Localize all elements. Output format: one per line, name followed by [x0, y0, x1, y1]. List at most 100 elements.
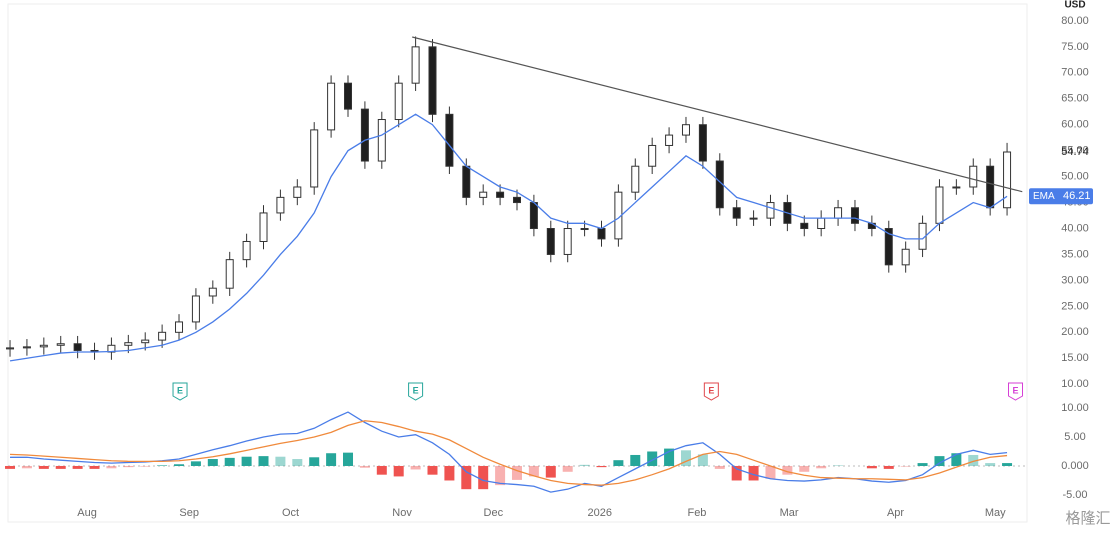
earnings-badge — [172, 382, 188, 401]
candle-body — [242, 240, 251, 261]
histogram-bar — [528, 465, 539, 477]
histogram-bar — [427, 465, 438, 475]
histogram-bar — [55, 465, 66, 469]
candle-body — [529, 202, 538, 230]
y-tick-label: 25.00 — [1061, 300, 1089, 312]
candle-body — [259, 212, 268, 242]
candle-body — [749, 217, 758, 220]
candle-body — [428, 46, 437, 115]
y-tick-label: 60.00 — [1061, 119, 1089, 131]
candle-body — [580, 228, 589, 231]
y-tick-label: 0.000 — [1061, 460, 1089, 472]
candle-body — [698, 124, 707, 162]
histogram-bar — [900, 465, 911, 467]
histogram-bar — [359, 465, 370, 468]
y-tick-label: 10.00 — [1061, 378, 1089, 390]
histogram-bar — [258, 456, 269, 466]
y-tick-label: 70.00 — [1061, 67, 1089, 79]
histogram-bar — [714, 465, 725, 469]
currency: USD — [1064, 0, 1085, 11]
ema-tag-value: 46.21 — [1063, 190, 1091, 202]
histogram-bar — [816, 465, 827, 469]
histogram-bar — [393, 465, 404, 477]
histogram-bar — [343, 452, 354, 466]
histogram-bar — [866, 465, 877, 469]
histogram-bar — [21, 465, 32, 469]
histogram-bar — [782, 465, 793, 475]
histogram-bar — [985, 463, 996, 466]
candle-body — [631, 165, 640, 193]
x-tick-label: Sep — [179, 507, 199, 519]
candle-body — [817, 217, 826, 230]
candle-body — [884, 228, 893, 266]
candle-body — [681, 124, 690, 136]
y-tick-label: -5.00 — [1062, 489, 1087, 501]
y-tick-label: 20.00 — [1061, 326, 1089, 338]
candle-body — [986, 165, 995, 209]
x-tick-label: Apr — [887, 507, 904, 519]
earnings-badge — [408, 382, 424, 401]
histogram-bar — [461, 465, 472, 490]
candle-body — [293, 186, 302, 198]
histogram-bar — [883, 465, 894, 469]
candle-body — [327, 82, 336, 131]
candle-body — [141, 339, 150, 344]
candle-body — [394, 82, 403, 121]
y-tick-label: 5.00 — [1064, 431, 1085, 443]
histogram-bar — [1002, 463, 1013, 466]
candle-body — [512, 196, 521, 204]
histogram-bar — [545, 465, 556, 478]
histogram-bar — [89, 465, 100, 469]
histogram-bar — [38, 465, 49, 469]
candle-body — [850, 207, 859, 224]
histogram-bar — [275, 456, 286, 466]
histogram-bar — [765, 465, 776, 479]
histogram-bar — [664, 448, 675, 466]
histogram-bar — [207, 459, 218, 466]
macd-line — [10, 411, 1008, 493]
candle-body — [6, 347, 15, 350]
histogram-bar — [951, 453, 962, 466]
x-tick-label: May — [985, 507, 1006, 519]
plot-frame — [7, 3, 1028, 523]
candle-body — [377, 119, 386, 162]
y-tick-label: 50.00 — [1061, 171, 1089, 183]
trendline — [412, 36, 1023, 193]
histogram-bar — [241, 456, 252, 466]
candle-body — [344, 82, 353, 110]
earnings-label: E — [1013, 385, 1019, 395]
x-tick-label: Aug — [77, 507, 97, 519]
candle-body — [191, 295, 200, 323]
candle-body — [834, 207, 843, 219]
histogram-bar — [630, 454, 641, 466]
histogram-bar — [799, 465, 810, 472]
candle-body — [39, 344, 48, 348]
histogram-bar — [376, 465, 387, 475]
histogram-bar — [292, 459, 303, 466]
candle-body — [766, 202, 775, 219]
candle-body — [1003, 151, 1012, 209]
histogram-bar — [495, 465, 506, 486]
candle-body — [22, 346, 31, 349]
x-tick-label: Dec — [484, 507, 504, 519]
histogram-bar — [72, 465, 83, 469]
earnings-badge — [1008, 382, 1024, 401]
candle-body — [563, 228, 572, 255]
histogram-bar — [5, 465, 16, 469]
watermark: 格隆汇 — [1065, 510, 1110, 527]
candle-body — [411, 46, 420, 84]
earnings-label: E — [177, 385, 183, 395]
candle-body — [952, 186, 961, 189]
candle-body — [800, 222, 809, 230]
histogram-bar — [917, 463, 928, 466]
histogram-bar — [731, 465, 742, 481]
candle-body — [462, 165, 471, 198]
candle-body — [665, 134, 674, 146]
ema-tag-name: EMA — [1033, 191, 1055, 202]
y-tick-label: 35.00 — [1061, 248, 1089, 260]
histogram-bar — [123, 465, 134, 468]
y-tick-label: 30.00 — [1061, 274, 1089, 286]
histogram-bar — [511, 465, 522, 480]
histogram-bar — [833, 465, 844, 466]
